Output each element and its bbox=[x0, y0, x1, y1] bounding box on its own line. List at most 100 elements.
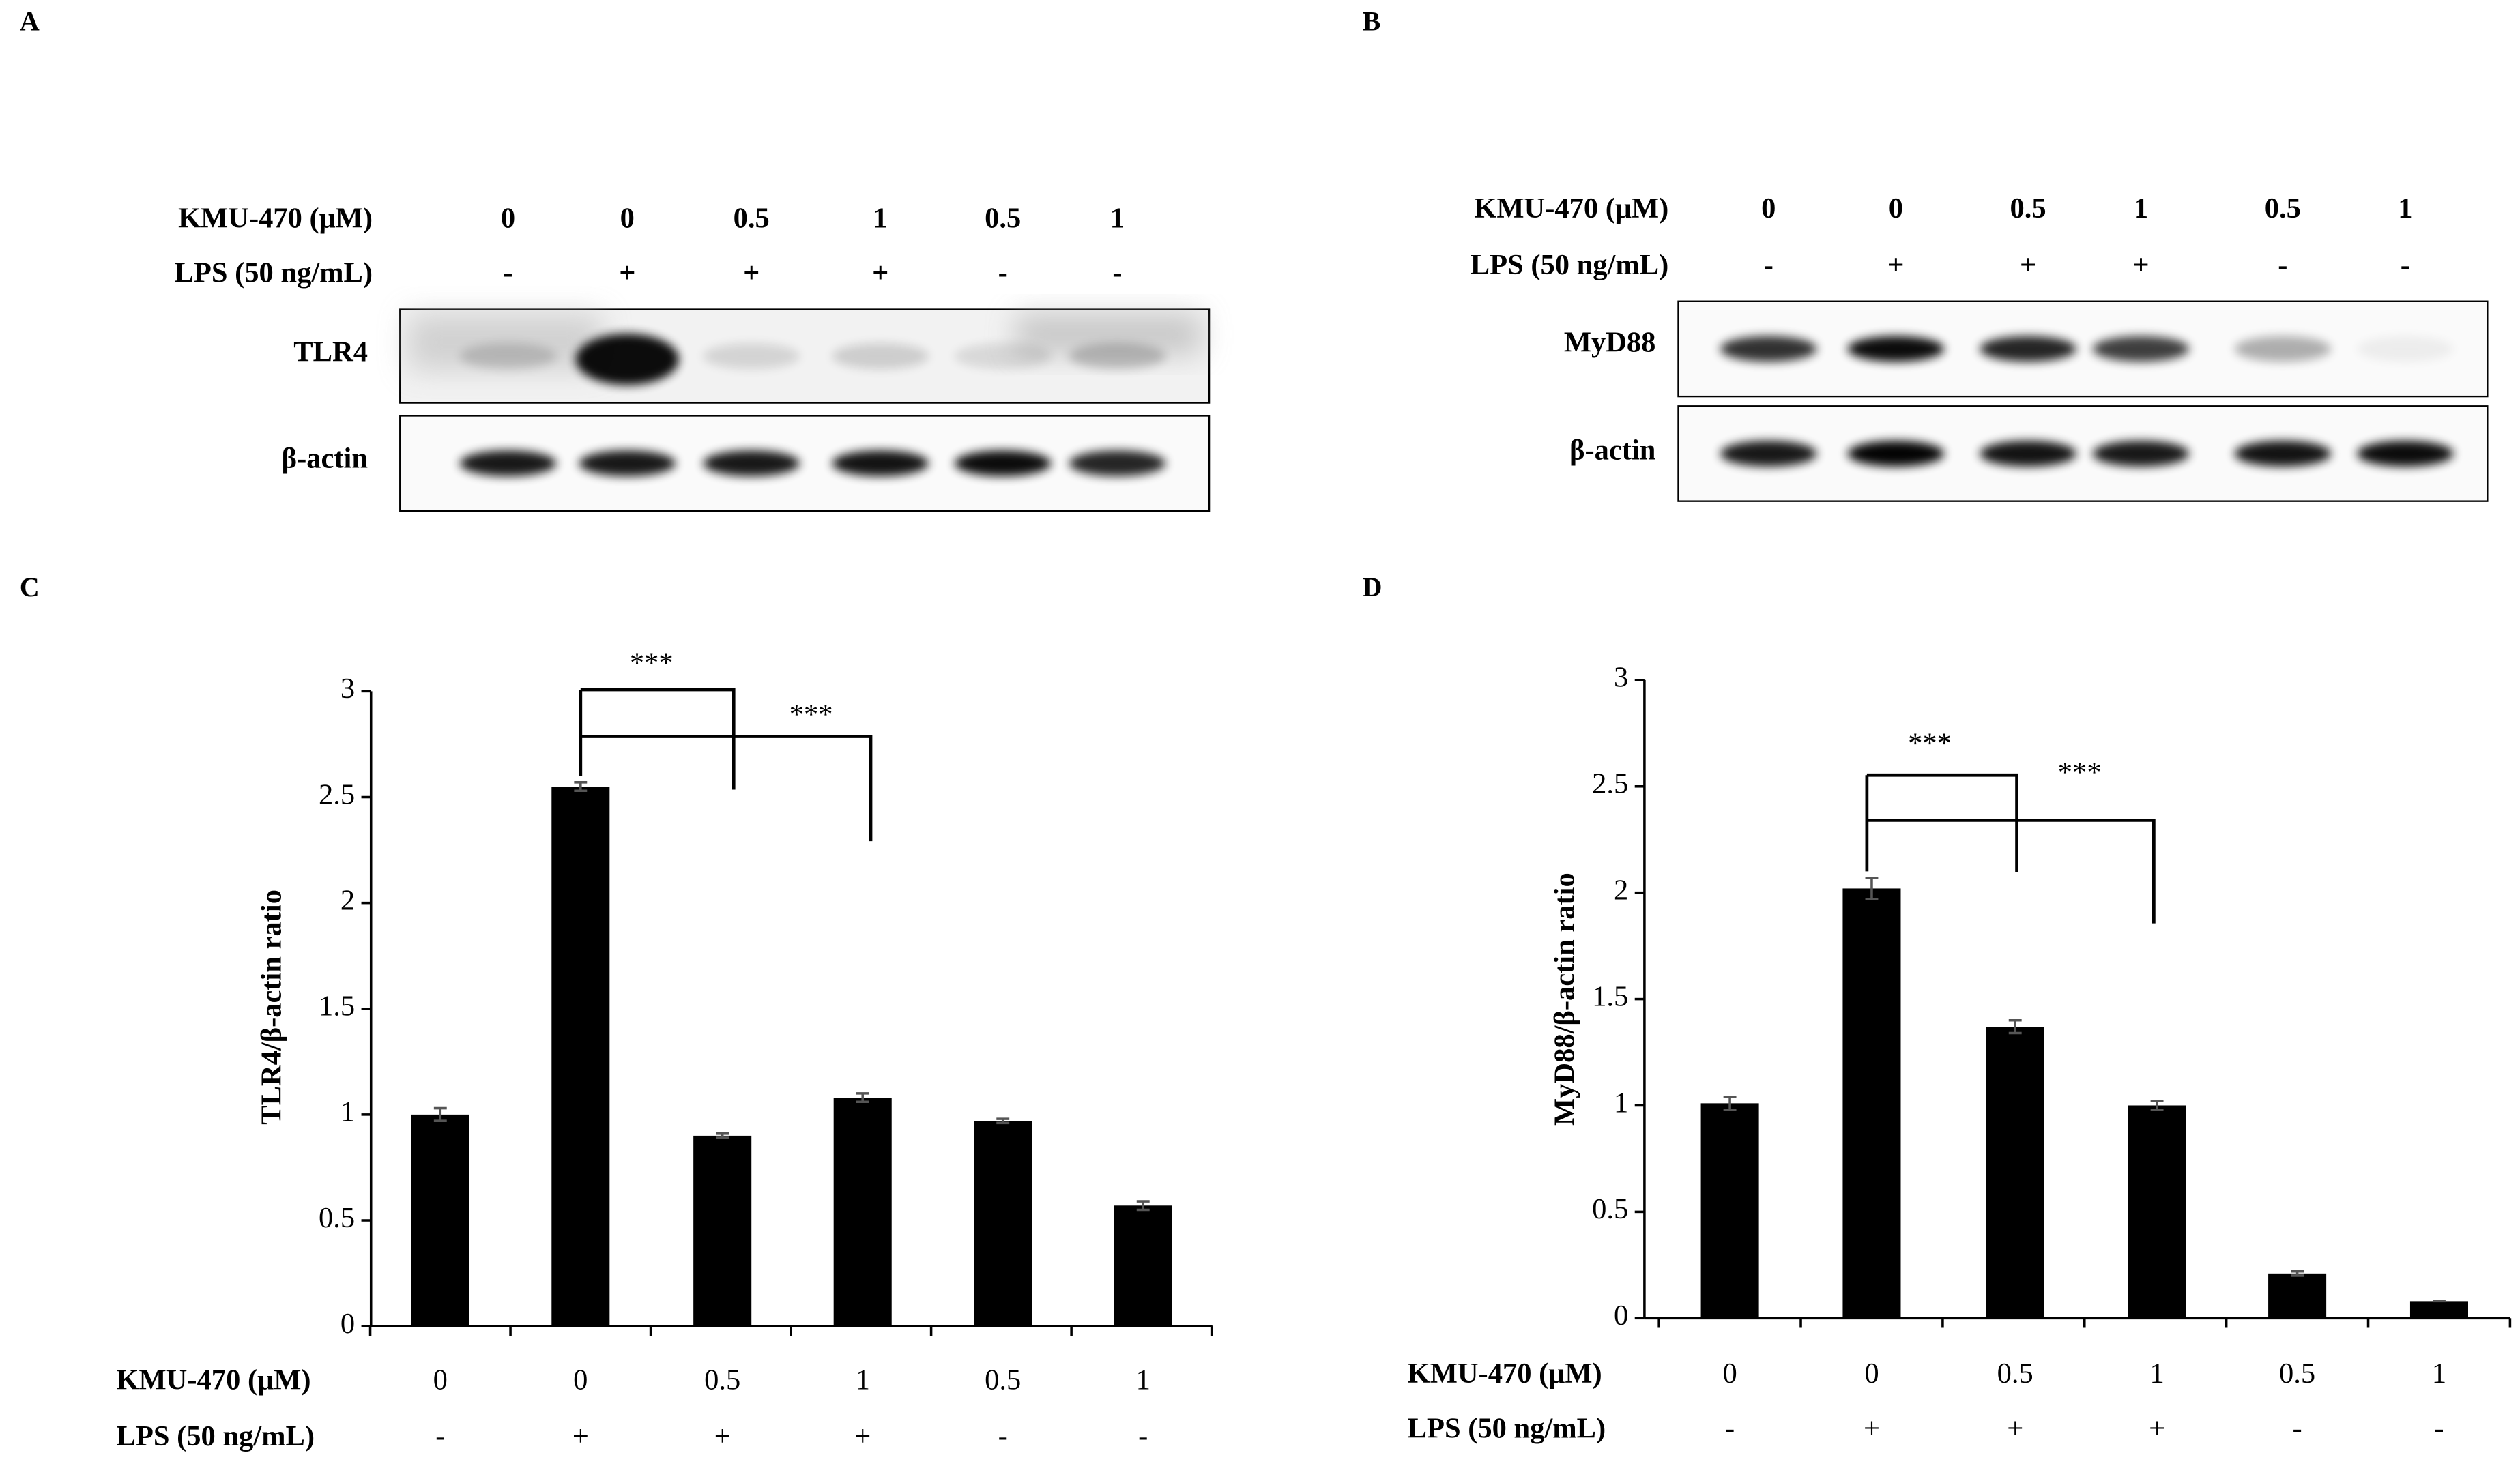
x-tick-label: 0.5 bbox=[985, 1364, 1021, 1396]
error-bar bbox=[1136, 1200, 1150, 1212]
panel-label: D bbox=[1363, 572, 1382, 602]
band bbox=[1847, 336, 1945, 362]
band-label: MyD88 bbox=[1564, 326, 1656, 358]
error-bar bbox=[2150, 1100, 2164, 1111]
x-tick-label: - bbox=[2293, 1412, 2302, 1444]
y-tick-label: 0.5 bbox=[319, 1202, 355, 1234]
y-tick-label: 2.5 bbox=[1592, 768, 1628, 800]
y-tick-label: 2 bbox=[341, 884, 355, 916]
y-tick-label: 1.5 bbox=[319, 990, 355, 1023]
bar bbox=[411, 1114, 469, 1327]
lane-label: - bbox=[503, 257, 512, 289]
x-tick-label: + bbox=[2007, 1412, 2023, 1444]
error-bar bbox=[856, 1092, 869, 1104]
lane-label: + bbox=[2020, 249, 2036, 281]
bracket bbox=[1866, 819, 2156, 924]
band bbox=[832, 450, 929, 477]
y-tick-label: 2.5 bbox=[319, 778, 355, 810]
bar bbox=[1842, 888, 1901, 1319]
bracket bbox=[580, 688, 736, 790]
x-tick-label: 0 bbox=[1722, 1357, 1737, 1390]
y-tick-label: 1 bbox=[341, 1096, 355, 1128]
x-tick-label: 0 bbox=[1864, 1357, 1879, 1390]
band-label: β-actin bbox=[1569, 435, 1655, 467]
x-tick-label: + bbox=[573, 1420, 589, 1452]
x-tick-label: 0.5 bbox=[704, 1364, 740, 1396]
lane-label: - bbox=[2278, 249, 2287, 281]
x-tick-label: + bbox=[2149, 1412, 2165, 1444]
bar bbox=[1986, 1027, 2044, 1319]
row-label: KMU-470 (μM) bbox=[178, 202, 373, 234]
bracket bbox=[580, 735, 873, 842]
y-axis-label: TLR4/β-actin ratio bbox=[256, 890, 288, 1125]
band bbox=[1069, 450, 1166, 477]
error-bar bbox=[2008, 1018, 2022, 1035]
x-tick-label: - bbox=[435, 1420, 445, 1452]
x-tick-label: 1 bbox=[856, 1364, 870, 1396]
band bbox=[832, 343, 929, 369]
lane-label: 0.5 bbox=[734, 202, 770, 234]
lane-label: 1 bbox=[1110, 202, 1125, 234]
y-axis-label: MyD88/β-actin ratio bbox=[1548, 872, 1580, 1126]
lane-label: 0 bbox=[1761, 192, 1776, 224]
y-tick-label: 0 bbox=[1614, 1300, 1628, 1332]
x-tick-label: 0.5 bbox=[2279, 1357, 2315, 1390]
band bbox=[1720, 441, 1817, 467]
lane-label: - bbox=[1764, 249, 1773, 281]
band-label: TLR4 bbox=[293, 336, 368, 368]
bar bbox=[551, 787, 610, 1327]
x-tick-label: 1 bbox=[2432, 1357, 2446, 1390]
lane-label: 0.5 bbox=[2265, 192, 2301, 224]
lane-label: 0 bbox=[501, 202, 515, 234]
band-label: β-actin bbox=[282, 442, 368, 474]
y-tick-label: 0 bbox=[341, 1308, 355, 1340]
y-tick-label: 3 bbox=[1614, 662, 1628, 694]
x-tick-label: 0 bbox=[433, 1364, 448, 1396]
band bbox=[2092, 336, 2190, 362]
category-row-label: KMU-470 (μM) bbox=[1408, 1357, 1602, 1390]
bar bbox=[1700, 1103, 1759, 1319]
band bbox=[459, 450, 557, 477]
x-tick-label: - bbox=[1138, 1420, 1148, 1452]
y-tick-label: 2 bbox=[1614, 874, 1628, 906]
lane-label: 0.5 bbox=[2010, 192, 2046, 224]
category-row-label: KMU-470 (μM) bbox=[116, 1364, 310, 1396]
bar bbox=[2268, 1273, 2327, 1319]
lane-label: + bbox=[2132, 249, 2149, 281]
lane-label: + bbox=[743, 257, 759, 289]
band bbox=[1069, 343, 1166, 369]
band bbox=[1847, 441, 1945, 467]
x-tick-label: - bbox=[2434, 1412, 2444, 1444]
panel-label: B bbox=[1363, 6, 1381, 37]
lane-label: 1 bbox=[2134, 192, 2148, 224]
x-tick-label: - bbox=[998, 1420, 1008, 1452]
y-tick-label: 1 bbox=[1614, 1087, 1628, 1119]
bar bbox=[693, 1135, 752, 1327]
bar bbox=[2409, 1301, 2468, 1319]
band bbox=[575, 333, 679, 385]
band bbox=[703, 450, 800, 477]
y-tick-label: 1.5 bbox=[1592, 980, 1628, 1012]
x-tick-label: + bbox=[1864, 1412, 1880, 1444]
lane-label: - bbox=[998, 257, 1008, 289]
band bbox=[954, 450, 1052, 477]
x-tick-label: - bbox=[1725, 1412, 1735, 1444]
x-tick-label: + bbox=[714, 1420, 731, 1452]
band bbox=[2234, 336, 2332, 362]
lane-label: + bbox=[872, 257, 888, 289]
lane-label: 0 bbox=[620, 202, 635, 234]
error-bar bbox=[1723, 1096, 1737, 1111]
bar bbox=[833, 1098, 892, 1327]
x-tick-label: 1 bbox=[2149, 1357, 2164, 1390]
band bbox=[579, 450, 676, 477]
bar bbox=[2128, 1105, 2186, 1319]
x-tick-label: + bbox=[854, 1420, 871, 1452]
band bbox=[1980, 441, 2076, 467]
row-label: KMU-470 (μM) bbox=[1474, 192, 1668, 224]
band bbox=[2092, 441, 2190, 467]
secondary-row-label: LPS (50 ng/mL) bbox=[116, 1420, 315, 1452]
row-label: LPS (50 ng/mL) bbox=[1471, 249, 1669, 281]
significance: *** bbox=[1908, 727, 1952, 759]
band bbox=[1720, 336, 1817, 362]
